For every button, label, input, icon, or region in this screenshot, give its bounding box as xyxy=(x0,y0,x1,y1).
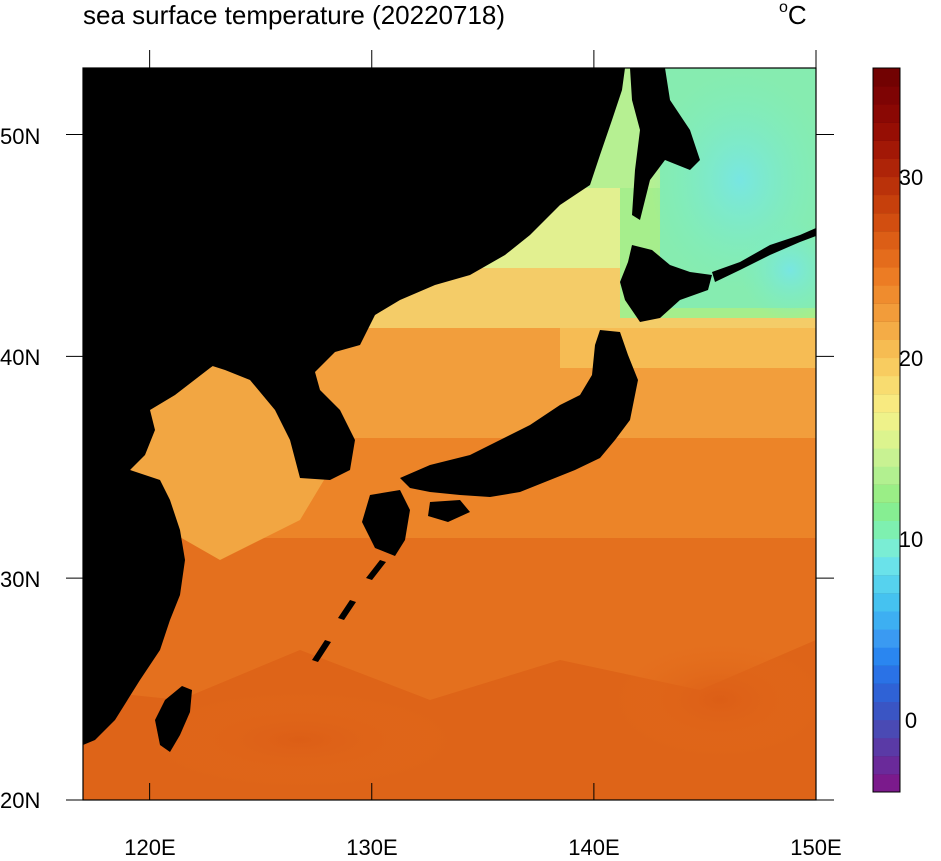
colorbar-segment xyxy=(873,502,900,521)
colorbar-segment xyxy=(873,556,900,576)
colorbar-segment xyxy=(873,339,900,359)
colorbar-segment xyxy=(873,520,900,540)
plot-frame xyxy=(82,67,817,801)
colorbar-segment xyxy=(873,737,900,757)
colorbar-segment xyxy=(873,719,900,739)
lon-label-120e: 120E xyxy=(124,835,176,860)
colorbar-segment xyxy=(873,448,900,467)
colorbar-segment xyxy=(873,321,900,340)
colorbar-segment xyxy=(873,611,900,630)
colorbar-segment xyxy=(873,86,900,105)
colorbar-segment xyxy=(873,574,900,594)
colorbar-segment xyxy=(873,430,900,449)
colorbar-segment xyxy=(873,212,900,232)
lon-label-150e: 150E xyxy=(790,835,842,860)
colorbar-segment xyxy=(873,140,900,159)
colorbar-segment xyxy=(873,68,900,87)
axis-ticks xyxy=(66,50,834,801)
colorbar-segment xyxy=(873,158,900,178)
colorbar-segment xyxy=(873,285,900,304)
lat-label-20n: 20N xyxy=(0,788,41,813)
colorbar-segment xyxy=(873,665,900,684)
colorbar-segment xyxy=(873,357,900,377)
colorbar-segment xyxy=(873,484,900,503)
colorbar-segment xyxy=(873,755,900,775)
hokkaido xyxy=(620,245,712,322)
sst-warm-pool-west xyxy=(140,690,460,790)
colorbar-segment xyxy=(873,701,900,721)
colorbar xyxy=(873,67,900,793)
colorbar-segment xyxy=(873,411,900,431)
colorbar-segment xyxy=(873,122,900,141)
colorbar-segment xyxy=(873,375,900,395)
colorbar-segment xyxy=(873,104,900,123)
colorbar-segment xyxy=(873,592,900,612)
colorbar-frame xyxy=(872,67,901,793)
sst-warm-pool-east xyxy=(610,640,816,760)
taiwan xyxy=(155,686,192,752)
colorbar-segment xyxy=(873,393,900,413)
colorbar-segment xyxy=(873,303,900,322)
colorbar-segment xyxy=(873,194,900,214)
sakhalin xyxy=(630,68,700,220)
asian-mainland xyxy=(83,68,625,745)
lon-label-140e: 140E xyxy=(568,835,620,860)
colorbar-segment xyxy=(873,683,900,702)
honshu xyxy=(400,330,638,497)
colorbar-segment xyxy=(873,466,900,485)
colorbar-label-0: 0 xyxy=(904,708,918,733)
lat-label-30n: 30N xyxy=(0,567,41,592)
kyushu xyxy=(362,490,410,556)
colorbar-segment xyxy=(873,249,900,268)
unit-label: oC xyxy=(779,0,807,31)
colorbar-segment xyxy=(873,176,900,196)
unit-letter: C xyxy=(787,0,807,30)
colorbar-segment xyxy=(873,230,900,250)
colorbar-label-10: 10 xyxy=(898,527,924,552)
sst-cold-pool-kuril xyxy=(740,220,816,320)
colorbar-segment xyxy=(873,629,900,648)
kuril-islands xyxy=(712,228,816,282)
lat-label-40n: 40N xyxy=(0,345,41,370)
degree-mark: o xyxy=(779,0,788,17)
ryukyu-islands xyxy=(312,560,386,662)
colorbar-segment xyxy=(873,538,900,558)
land xyxy=(83,68,816,752)
colorbar-label-30: 30 xyxy=(898,165,924,190)
shikoku xyxy=(428,500,470,522)
colorbar-segment xyxy=(873,647,900,666)
sst-field xyxy=(83,68,816,800)
map-title: sea surface temperature (20220718) xyxy=(83,0,506,30)
lon-label-130e: 130E xyxy=(346,835,398,860)
colorbar-label-20: 20 xyxy=(898,346,924,371)
colorbar-segment xyxy=(873,773,900,793)
colorbar-segment xyxy=(873,267,900,286)
lat-label-50n: 50N xyxy=(0,124,41,149)
